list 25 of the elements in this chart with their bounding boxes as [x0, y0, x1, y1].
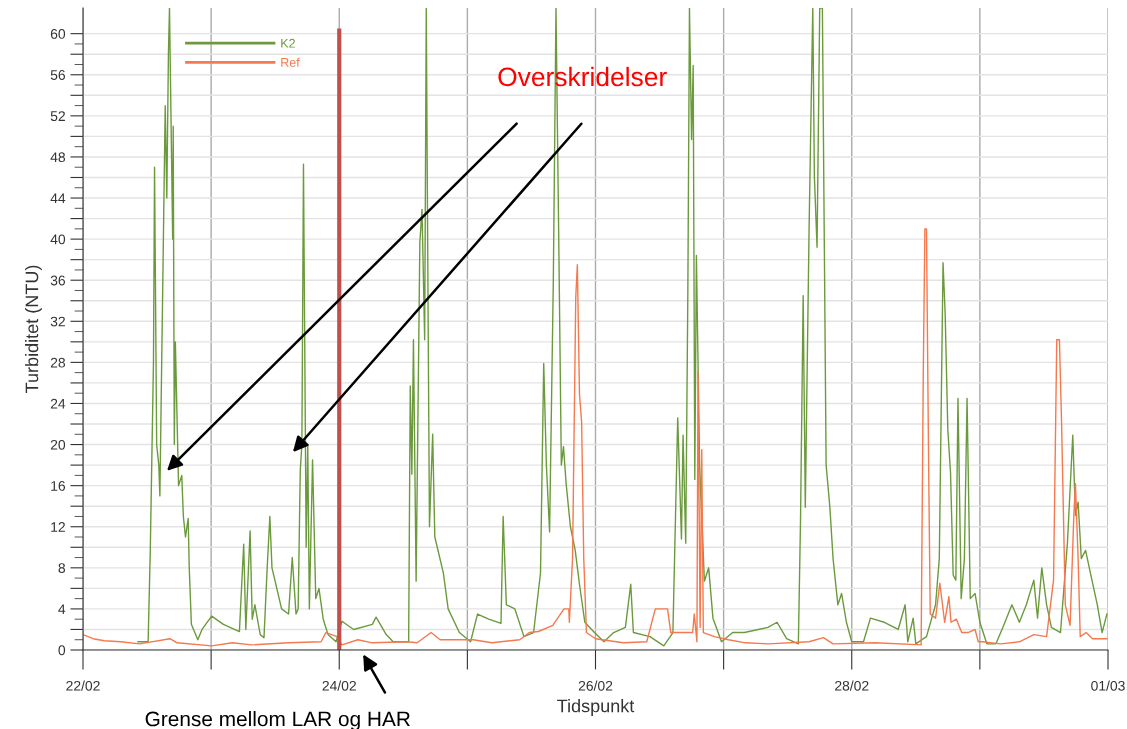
- y-tick-label: 20: [50, 439, 66, 450]
- y-tick-label: 0: [58, 645, 66, 656]
- x-tick-label: 26/02: [578, 680, 613, 691]
- y-tick-label: 16: [51, 480, 66, 491]
- y-tick-label: 52: [50, 111, 65, 122]
- y-tick-label: 60: [50, 29, 66, 39]
- y-axis-title: Turbiditet (NTU): [25, 265, 42, 393]
- y-tick-label: 32: [50, 316, 65, 327]
- y-tick-label: 48: [50, 152, 66, 163]
- text: K2: [281, 38, 295, 48]
- x-tick-label: 28/02: [835, 680, 869, 691]
- x-tick-label: 01/03: [1091, 680, 1125, 691]
- y-tick-label: 40: [50, 234, 66, 245]
- y-tick-label: 56: [50, 70, 66, 80]
- y-tick-label: 24: [50, 398, 66, 409]
- y-tick-label: 4: [58, 604, 66, 614]
- y-tick-label: 36: [50, 275, 66, 286]
- y-tick-label: 28: [50, 357, 66, 368]
- x-axis-title: Tidspunkt: [557, 699, 635, 716]
- y-tick-label: 12: [51, 522, 65, 532]
- x-tick-label: 22/02: [66, 680, 100, 691]
- x-tick-label: 24/02: [322, 680, 356, 691]
- text: Ref: [281, 57, 300, 67]
- y-tick-label: 44: [50, 193, 66, 204]
- y-tick-label: 8: [58, 563, 66, 573]
